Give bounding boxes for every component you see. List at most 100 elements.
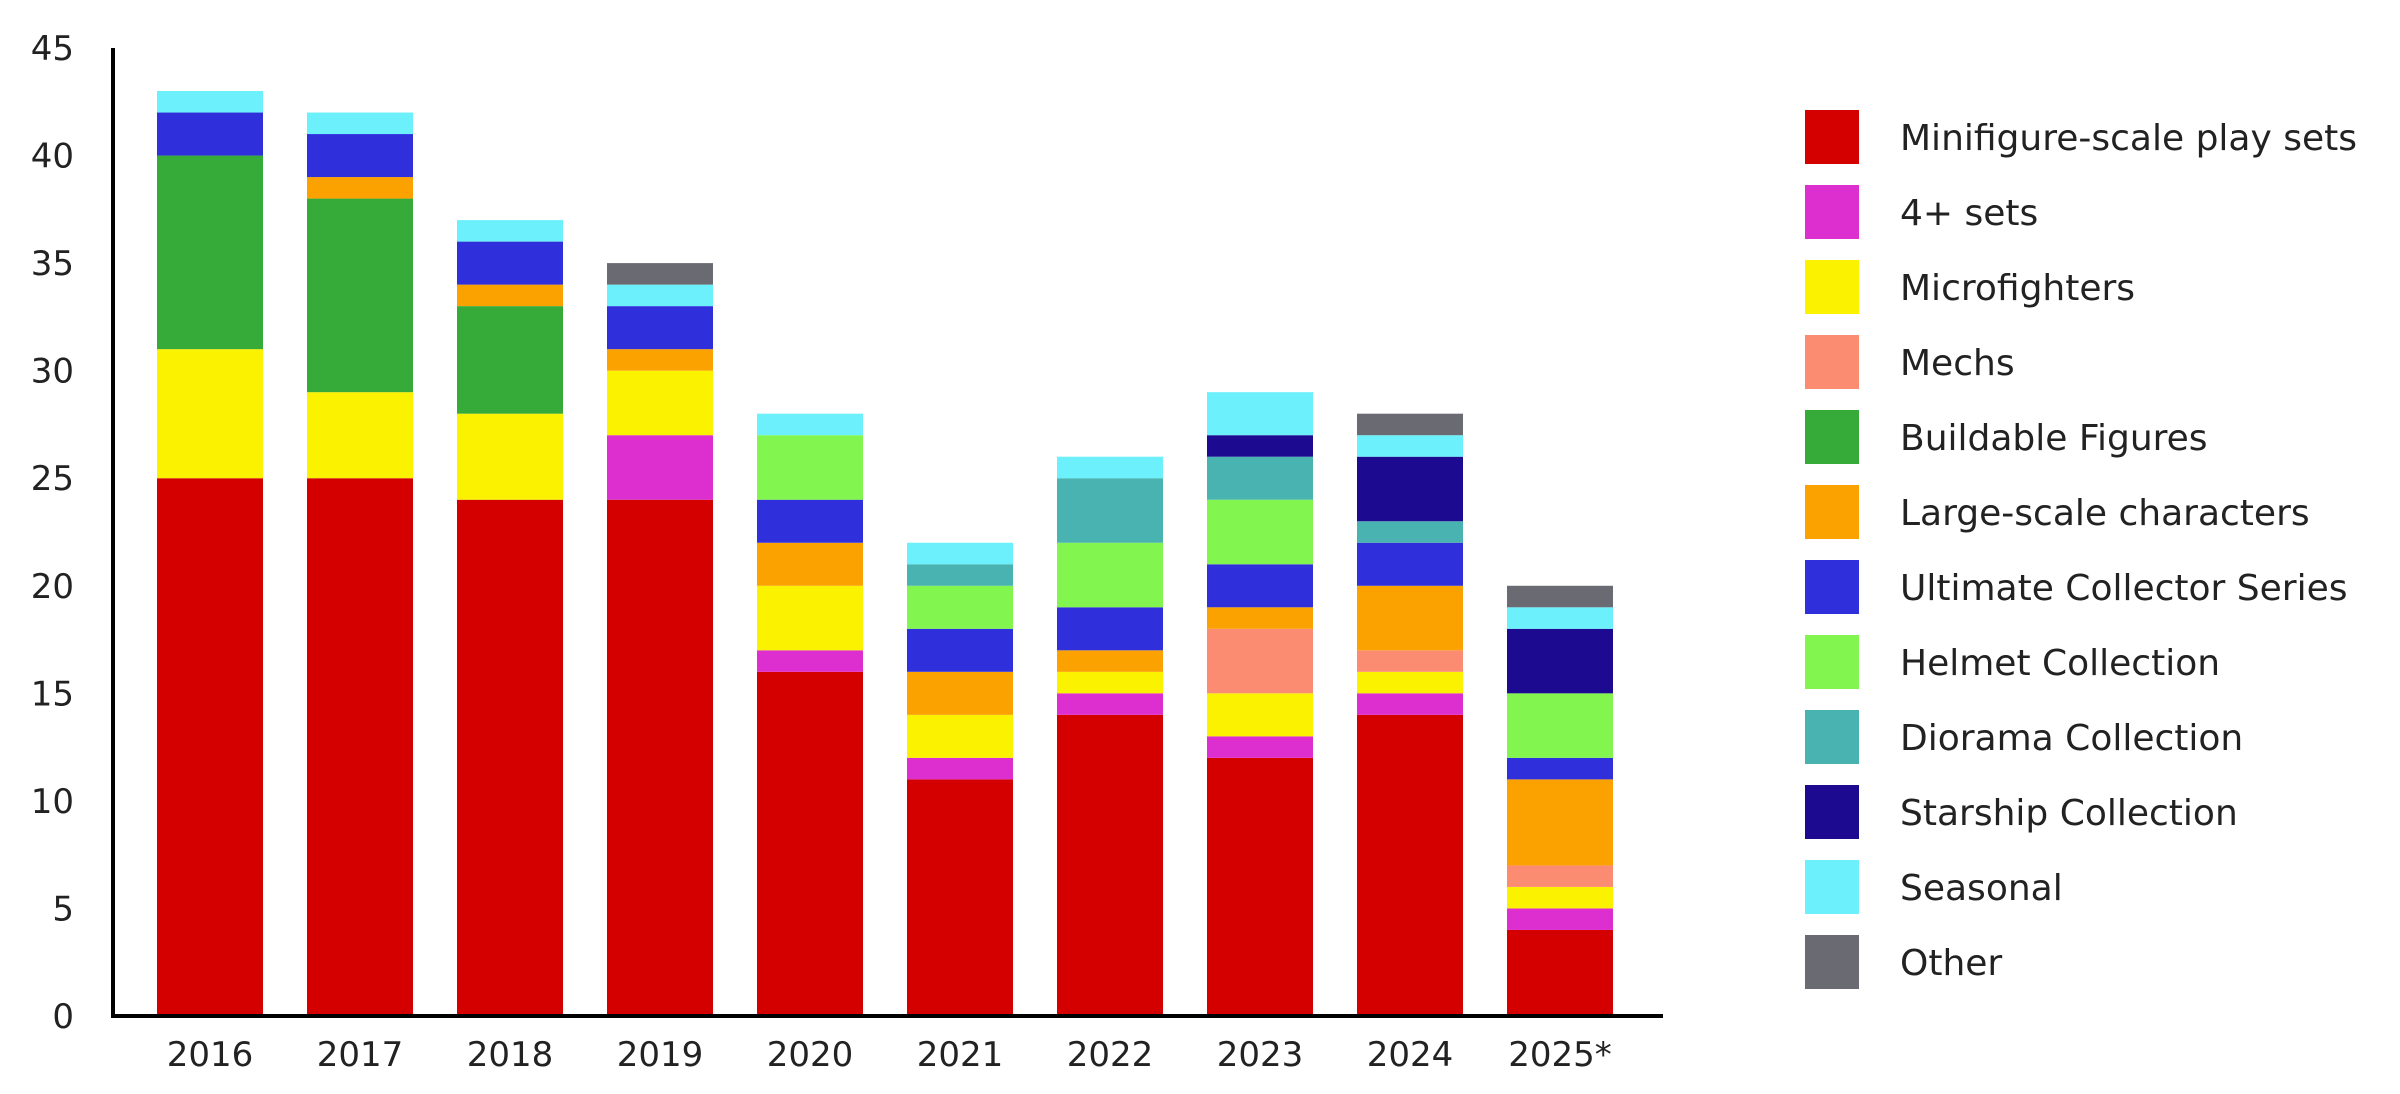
y-tick-label-30: 30 xyxy=(31,352,74,392)
legend-label-buildable-figures: Buildable Figures xyxy=(1900,418,2208,459)
bar-segment-2023-starship-collection xyxy=(1207,435,1313,457)
bar-segment-2020-helmet-collection xyxy=(757,435,863,500)
x-tick-label-2020: 2020 xyxy=(767,1035,854,1075)
bar-segment-2025-ultimate-collector-series xyxy=(1507,757,1613,780)
x-axis-ticks: 2016 2017 2018 2019 2020 2021 2022 2023 2024 2025… xyxy=(167,1035,1612,1075)
bars xyxy=(157,91,1613,1016)
bar-segment-2024-diorama-collection xyxy=(1357,521,1463,543)
bar-segment-2023-4-sets xyxy=(1207,736,1313,758)
legend-swatch-seasonal xyxy=(1805,860,1859,914)
bar-segment-2016-ultimate-collector-series xyxy=(157,112,263,156)
legend-swatch-helmet-collection xyxy=(1805,635,1859,689)
legend-swatch-microfighters xyxy=(1805,260,1859,314)
bar-segment-2017-minifigure-scale-play-sets xyxy=(307,478,413,1016)
legend-label-starship-collection: Starship Collection xyxy=(1900,793,2238,834)
bar-segment-2025-other xyxy=(1507,585,1613,608)
legend-swatch-other xyxy=(1805,935,1859,989)
x-tick-label-2022: 2022 xyxy=(1067,1035,1154,1075)
legend-swatch-buildable-figures xyxy=(1805,410,1859,464)
bar-segment-2025-seasonal xyxy=(1507,607,1613,629)
bar-segment-2024-ultimate-collector-series xyxy=(1357,542,1463,586)
bar-segment-2023-ultimate-collector-series xyxy=(1207,564,1313,608)
legend: Minifigure-scale play sets 4+ sets Microfi… xyxy=(1805,110,2357,989)
x-tick-label-2024: 2024 xyxy=(1367,1035,1454,1075)
bar-segment-2022-minifigure-scale-play-sets xyxy=(1057,714,1163,1016)
bar-segment-2019-large-scale-characters xyxy=(607,349,713,371)
legend-swatch-minifigure-scale-play-sets xyxy=(1805,110,1859,164)
bar-segment-2024-other xyxy=(1357,413,1463,436)
legend-swatch-large-scale-characters xyxy=(1805,485,1859,539)
bar-segment-2018-buildable-figures xyxy=(457,306,563,414)
bar-segment-2024-starship-collection xyxy=(1357,456,1463,522)
bar-segment-2018-large-scale-characters xyxy=(457,284,563,307)
y-tick-label-45: 45 xyxy=(31,29,74,69)
legend-label-minifigure-scale-play-sets: Minifigure-scale play sets xyxy=(1900,118,2357,159)
bar-segment-2023-mechs xyxy=(1207,628,1313,694)
bar-segment-2023-seasonal xyxy=(1207,392,1313,436)
bar-segment-2018-seasonal xyxy=(457,220,563,242)
bar-segment-2023-minifigure-scale-play-sets xyxy=(1207,757,1313,1016)
y-tick-label-40: 40 xyxy=(31,137,74,177)
bar-segment-2022-helmet-collection xyxy=(1057,542,1163,608)
bar-segment-2019-minifigure-scale-play-sets xyxy=(607,499,713,1016)
bar-segment-2025-large-scale-characters xyxy=(1507,779,1613,866)
bar-segment-2022-diorama-collection xyxy=(1057,478,1163,543)
bar-segment-2020-4-sets xyxy=(757,650,863,672)
bar-segment-2020-large-scale-characters xyxy=(757,542,863,586)
bar-segment-2017-large-scale-characters xyxy=(307,177,413,199)
legend-label-ultimate-collector-series: Ultimate Collector Series xyxy=(1900,568,2348,609)
y-tick-label-35: 35 xyxy=(31,244,74,284)
legend-label-helmet-collection: Helmet Collection xyxy=(1900,643,2220,684)
bar-segment-2024-4-sets xyxy=(1357,693,1463,715)
legend-label-other: Other xyxy=(1900,943,2002,984)
bar-segment-2021-helmet-collection xyxy=(907,585,1013,629)
bar-segment-2022-microfighters xyxy=(1057,671,1163,694)
legend-label-seasonal: Seasonal xyxy=(1900,868,2063,909)
bar-segment-2024-minifigure-scale-play-sets xyxy=(1357,714,1463,1016)
bar-segment-2021-large-scale-characters xyxy=(907,671,1013,715)
bar-segment-2019-4-sets xyxy=(607,435,713,500)
y-tick-label-25: 25 xyxy=(31,459,74,499)
bar-segment-2020-microfighters xyxy=(757,585,863,651)
bar-segment-2025-4-sets xyxy=(1507,908,1613,930)
bar-segment-2019-other xyxy=(607,263,713,285)
bar-segment-2018-microfighters xyxy=(457,413,563,500)
bar-segment-2016-buildable-figures xyxy=(157,155,263,350)
bar-segment-2019-ultimate-collector-series xyxy=(607,306,713,350)
bar-segment-2025-microfighters xyxy=(1507,886,1613,909)
bar-segment-2019-microfighters xyxy=(607,370,713,436)
bar-segment-2023-diorama-collection xyxy=(1207,456,1313,500)
bar-segment-2022-4-sets xyxy=(1057,693,1163,715)
bar-segment-2021-minifigure-scale-play-sets xyxy=(907,779,1013,1016)
y-tick-label-0: 0 xyxy=(52,997,74,1037)
bar-segment-2021-diorama-collection xyxy=(907,564,1013,586)
x-tick-label-2019: 2019 xyxy=(617,1035,704,1075)
bar-segment-2019-seasonal xyxy=(607,284,713,307)
bar-segment-2025-minifigure-scale-play-sets xyxy=(1507,929,1613,1016)
bar-segment-2017-ultimate-collector-series xyxy=(307,134,413,178)
bar-segment-2021-microfighters xyxy=(907,714,1013,758)
bar-segment-2018-ultimate-collector-series xyxy=(457,241,563,285)
bar-segment-2023-helmet-collection xyxy=(1207,499,1313,565)
bar-segment-2020-ultimate-collector-series xyxy=(757,499,863,543)
bar-segment-2020-seasonal xyxy=(757,413,863,436)
bar-segment-2025-helmet-collection xyxy=(1507,693,1613,758)
y-tick-label-5: 5 xyxy=(52,889,74,929)
bar-segment-2016-microfighters xyxy=(157,349,263,479)
bar-segment-2016-minifigure-scale-play-sets xyxy=(157,478,263,1016)
bar-segment-2021-seasonal xyxy=(907,542,1013,565)
legend-swatch-ultimate-collector-series xyxy=(1805,560,1859,614)
bar-segment-2017-buildable-figures xyxy=(307,198,413,393)
bar-segment-2017-microfighters xyxy=(307,392,413,479)
legend-swatch-starship-collection xyxy=(1805,785,1859,839)
legend-label-4-sets: 4+ sets xyxy=(1900,193,2038,234)
bar-segment-2025-mechs xyxy=(1507,865,1613,887)
x-tick-label-2023: 2023 xyxy=(1217,1035,1304,1075)
bar-segment-2017-seasonal xyxy=(307,112,413,135)
bar-segment-2023-microfighters xyxy=(1207,693,1313,737)
y-tick-label-15: 15 xyxy=(31,674,74,714)
bar-segment-2021-4-sets xyxy=(907,757,1013,780)
bar-segment-2024-seasonal xyxy=(1357,435,1463,457)
y-tick-label-20: 20 xyxy=(31,567,74,607)
